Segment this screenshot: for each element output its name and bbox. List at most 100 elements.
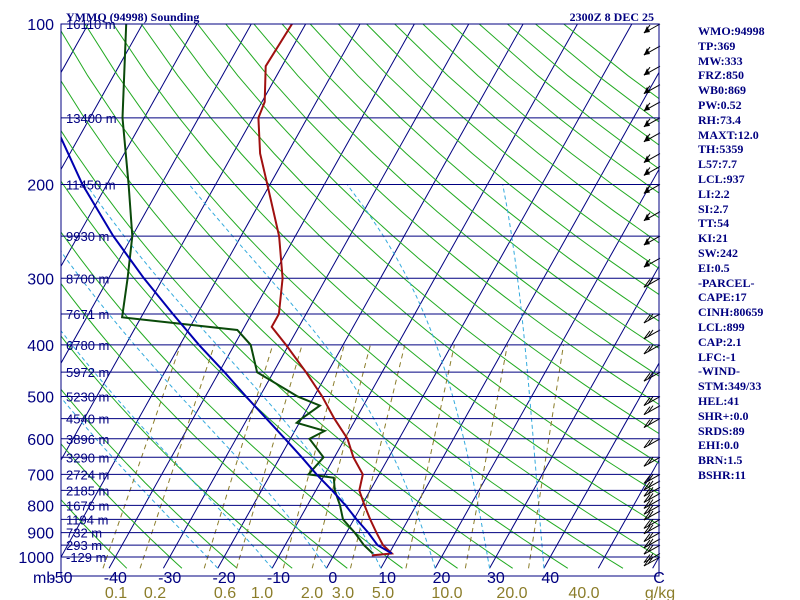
height-label: 16110 m	[66, 17, 116, 32]
stat-line: TP:369	[698, 38, 736, 53]
height-label: 732 m	[66, 526, 102, 541]
mixing-ratio-line-3	[311, 344, 371, 569]
pressure-label-600: 600	[27, 432, 54, 449]
dry-adiabat-lines	[61, 24, 659, 569]
sounding-profiles	[61, 24, 395, 557]
stat-line: KI:21	[698, 231, 728, 246]
dry-adiabat-140	[309, 24, 659, 322]
temperature-label: -30	[158, 570, 181, 587]
stat-line: HEL:41	[698, 393, 740, 408]
stat-line: FRZ:850	[698, 68, 744, 83]
wind-barb	[643, 499, 661, 509]
mixing-ratio-lines	[102, 344, 564, 569]
wind-barb	[643, 518, 661, 529]
mixing-ratio-line-5	[350, 344, 406, 569]
stat-line: L57:7.7	[698, 157, 737, 172]
stat-line: BSHR:11	[698, 467, 747, 482]
height-label: 1194 m	[66, 512, 108, 527]
moist-adiabat-10	[85, 184, 382, 569]
isotherm--80	[61, 24, 198, 268]
dry-adiabat-40	[61, 79, 569, 569]
stat-line: LCL:937	[698, 171, 745, 186]
stat-line: MW:333	[698, 53, 743, 68]
mixing-ratio-label: 10.0	[431, 585, 462, 600]
stat-line: WB0:869	[698, 83, 746, 98]
pressure-label-1000: 1000	[18, 550, 54, 567]
dry-adiabat-30	[61, 129, 513, 569]
wind-barb	[643, 486, 661, 497]
stat-line: LCL:899	[698, 319, 745, 334]
dry-adiabat-160	[366, 24, 659, 270]
stat-line: RH:73.4	[698, 112, 741, 127]
wind-barb	[643, 45, 661, 56]
plot-frame	[60, 23, 660, 577]
height-label: -129 m	[66, 550, 106, 565]
dry-adiabat-150	[338, 24, 659, 296]
height-label: 2185 m	[66, 483, 109, 498]
temperature-label: -10	[267, 570, 290, 587]
temperature-label: -50	[49, 570, 72, 587]
isotherm--20	[217, 24, 524, 569]
dry-adiabat-130	[281, 24, 659, 349]
height-label: 3290 m	[66, 450, 109, 465]
height-label: 3896 m	[66, 432, 109, 447]
temperature-label: 0	[328, 570, 337, 587]
mixing-ratio-label: 2.0	[301, 585, 323, 600]
mixing-ratio-line-2	[282, 344, 345, 569]
isotherm-lines	[61, 24, 659, 569]
wind-barb	[643, 418, 661, 429]
temperature-profile	[257, 24, 395, 557]
stat-line: STM:349/33	[698, 379, 762, 394]
stat-line: SW:242	[698, 245, 739, 260]
height-label: 13400 m	[66, 111, 117, 126]
pressure-unit-label: mb	[33, 570, 55, 587]
height-label: 9930 m	[66, 229, 109, 244]
wind-barb	[643, 235, 661, 246]
wind-barb	[643, 510, 661, 521]
wind-barb	[643, 132, 661, 143]
moist-adiabat-20	[188, 184, 436, 569]
time-label: 2300Z 8 DEC 25	[570, 10, 654, 24]
temperature-label: 30	[487, 570, 505, 587]
isotherm--90	[61, 24, 143, 171]
wind-barb	[643, 371, 661, 382]
parcel-profile	[61, 135, 393, 555]
height-label: 1676 m	[66, 498, 109, 513]
temperature-label: 40	[541, 570, 559, 587]
mixing-ratio-label: 3.0	[332, 585, 354, 600]
isotherm--60	[61, 24, 307, 462]
mixing-ratio-line-1	[236, 344, 303, 569]
isotherm-10	[380, 71, 659, 569]
height-label: 7671 m	[66, 307, 109, 322]
temperature-label: -40	[104, 570, 127, 587]
moist-adiabat-40	[502, 184, 545, 569]
mixing-ratio-line-0.6	[203, 344, 274, 569]
moist-adiabat--10	[61, 330, 273, 569]
mixing-ratio-label: 0.1	[105, 585, 127, 600]
isotherm--30	[162, 24, 470, 569]
wind-barb	[643, 65, 661, 76]
mixing-ratio-label: 0.2	[144, 585, 166, 600]
wind-barb	[643, 101, 661, 112]
wind-barb	[643, 23, 661, 34]
moist-adiabat-lines	[61, 184, 545, 569]
pressure-label-500: 500	[27, 390, 54, 407]
dry-adiabat-20	[61, 180, 458, 569]
dry-adiabat-70	[112, 24, 659, 526]
stat-line: MAXT:12.0	[698, 127, 759, 142]
dewpoint-profile	[120, 24, 374, 555]
stat-line: BRN:1.5	[698, 453, 743, 468]
wind-barbs	[643, 23, 661, 567]
isotherm-50	[597, 459, 659, 569]
height-label: 5230 m	[66, 390, 109, 405]
mixing-ratio-label: 0.6	[214, 585, 236, 600]
dry-adiabat-100	[197, 24, 659, 435]
height-label: 8700 m	[66, 271, 109, 286]
wind-barb	[643, 553, 661, 563]
mixing-ratio-label: 5.0	[372, 585, 394, 600]
dry-adiabat-0	[61, 282, 348, 569]
isotherm-30	[489, 265, 659, 569]
wind-barb	[643, 211, 661, 222]
